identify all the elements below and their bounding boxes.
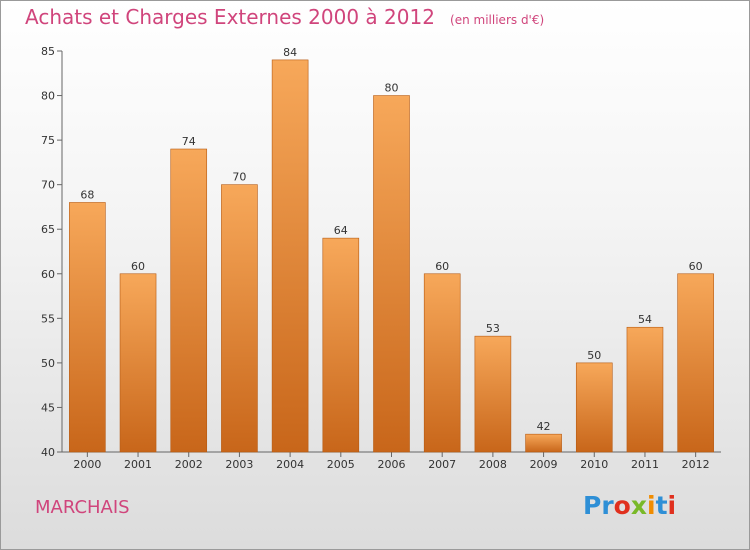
x-tick-label-2006: 2006 (378, 458, 406, 471)
y-tick-label: 70 (41, 179, 55, 192)
bars (69, 59, 714, 453)
y-tick-label: 45 (41, 401, 55, 414)
x-tick-label-2007: 2007 (428, 458, 456, 471)
bar-chart: 40 45 50 55 60 65 70 75 80 85 2000 2001 2002 2003 2004… (41, 45, 721, 471)
logo-letter: x (630, 491, 647, 520)
commune-name: MARCHAIS (35, 497, 130, 518)
bar-2005 (322, 237, 360, 453)
value-label-2002: 74 (182, 135, 196, 148)
proxiti-logo[interactable]: Proxiti (583, 491, 676, 520)
bar-2004 (271, 59, 309, 453)
x-tick-label-2009: 2009 (530, 458, 558, 471)
y-tick-label: 75 (41, 134, 55, 147)
value-label-2006: 80 (385, 82, 399, 95)
x-tick-label-2011: 2011 (631, 458, 659, 471)
bar-2009 (525, 433, 562, 453)
value-labels: 68 60 74 70 84 64 80 60 53 42 50 54 60 (80, 46, 702, 433)
value-label-2004: 84 (283, 46, 297, 59)
value-label-2008: 53 (486, 322, 500, 335)
x-tick-label-2012: 2012 (682, 458, 710, 471)
y-tick-label: 65 (41, 223, 55, 236)
bar-2002 (170, 148, 208, 453)
title-row: Achats et Charges Externes 2000 à 2012 (… (25, 5, 544, 29)
y-tick-label: 40 (41, 446, 55, 459)
x-tick-label-2004: 2004 (276, 458, 304, 471)
logo-letter: P (583, 491, 602, 520)
logo-letter: o (613, 491, 631, 520)
x-tick-label-2003: 2003 (225, 458, 253, 471)
logo-letter: i (667, 491, 677, 520)
bar-2010 (575, 362, 613, 453)
value-label-2000: 68 (80, 188, 94, 201)
value-label-2005: 64 (334, 224, 348, 237)
x-tick-label-2001: 2001 (124, 458, 152, 471)
axes: 40 45 50 55 60 65 70 75 80 85 2000 2001 2002 2003 2004… (41, 45, 721, 471)
y-tick-label: 55 (41, 312, 55, 325)
bar-2000 (69, 202, 106, 453)
y-tick-label: 60 (41, 268, 55, 281)
bar-2012 (677, 273, 714, 453)
bar-2007 (423, 273, 461, 453)
x-tick-label-2005: 2005 (327, 458, 355, 471)
value-label-2007: 60 (435, 260, 449, 273)
x-tick-label-2010: 2010 (580, 458, 608, 471)
bar-2011 (626, 326, 664, 453)
logo-letter: t (655, 491, 668, 520)
bar-2006 (373, 95, 410, 453)
x-tick-label-2002: 2002 (175, 458, 203, 471)
value-label-2010: 50 (587, 349, 601, 362)
logo-letter: r (601, 491, 614, 520)
y-tick-label: 80 (41, 90, 55, 103)
x-tick-label-2000: 2000 (73, 458, 101, 471)
y-tick-label: 50 (41, 357, 55, 370)
logo-letter: i (647, 491, 656, 520)
x-tick-label-2008: 2008 (479, 458, 507, 471)
value-label-2001: 60 (131, 260, 145, 273)
value-label-2012: 60 (689, 260, 703, 273)
chart-title: Achats et Charges Externes 2000 à 2012 (25, 5, 435, 29)
bar-2003 (221, 184, 258, 453)
bar-2001 (119, 273, 157, 453)
value-label-2003: 70 (232, 171, 246, 184)
chart-subtitle: (en milliers d'€) (450, 13, 545, 27)
value-label-2011: 54 (638, 313, 652, 326)
y-tick-label: 85 (41, 45, 55, 58)
bar-2008 (474, 335, 512, 453)
value-label-2009: 42 (537, 420, 551, 433)
